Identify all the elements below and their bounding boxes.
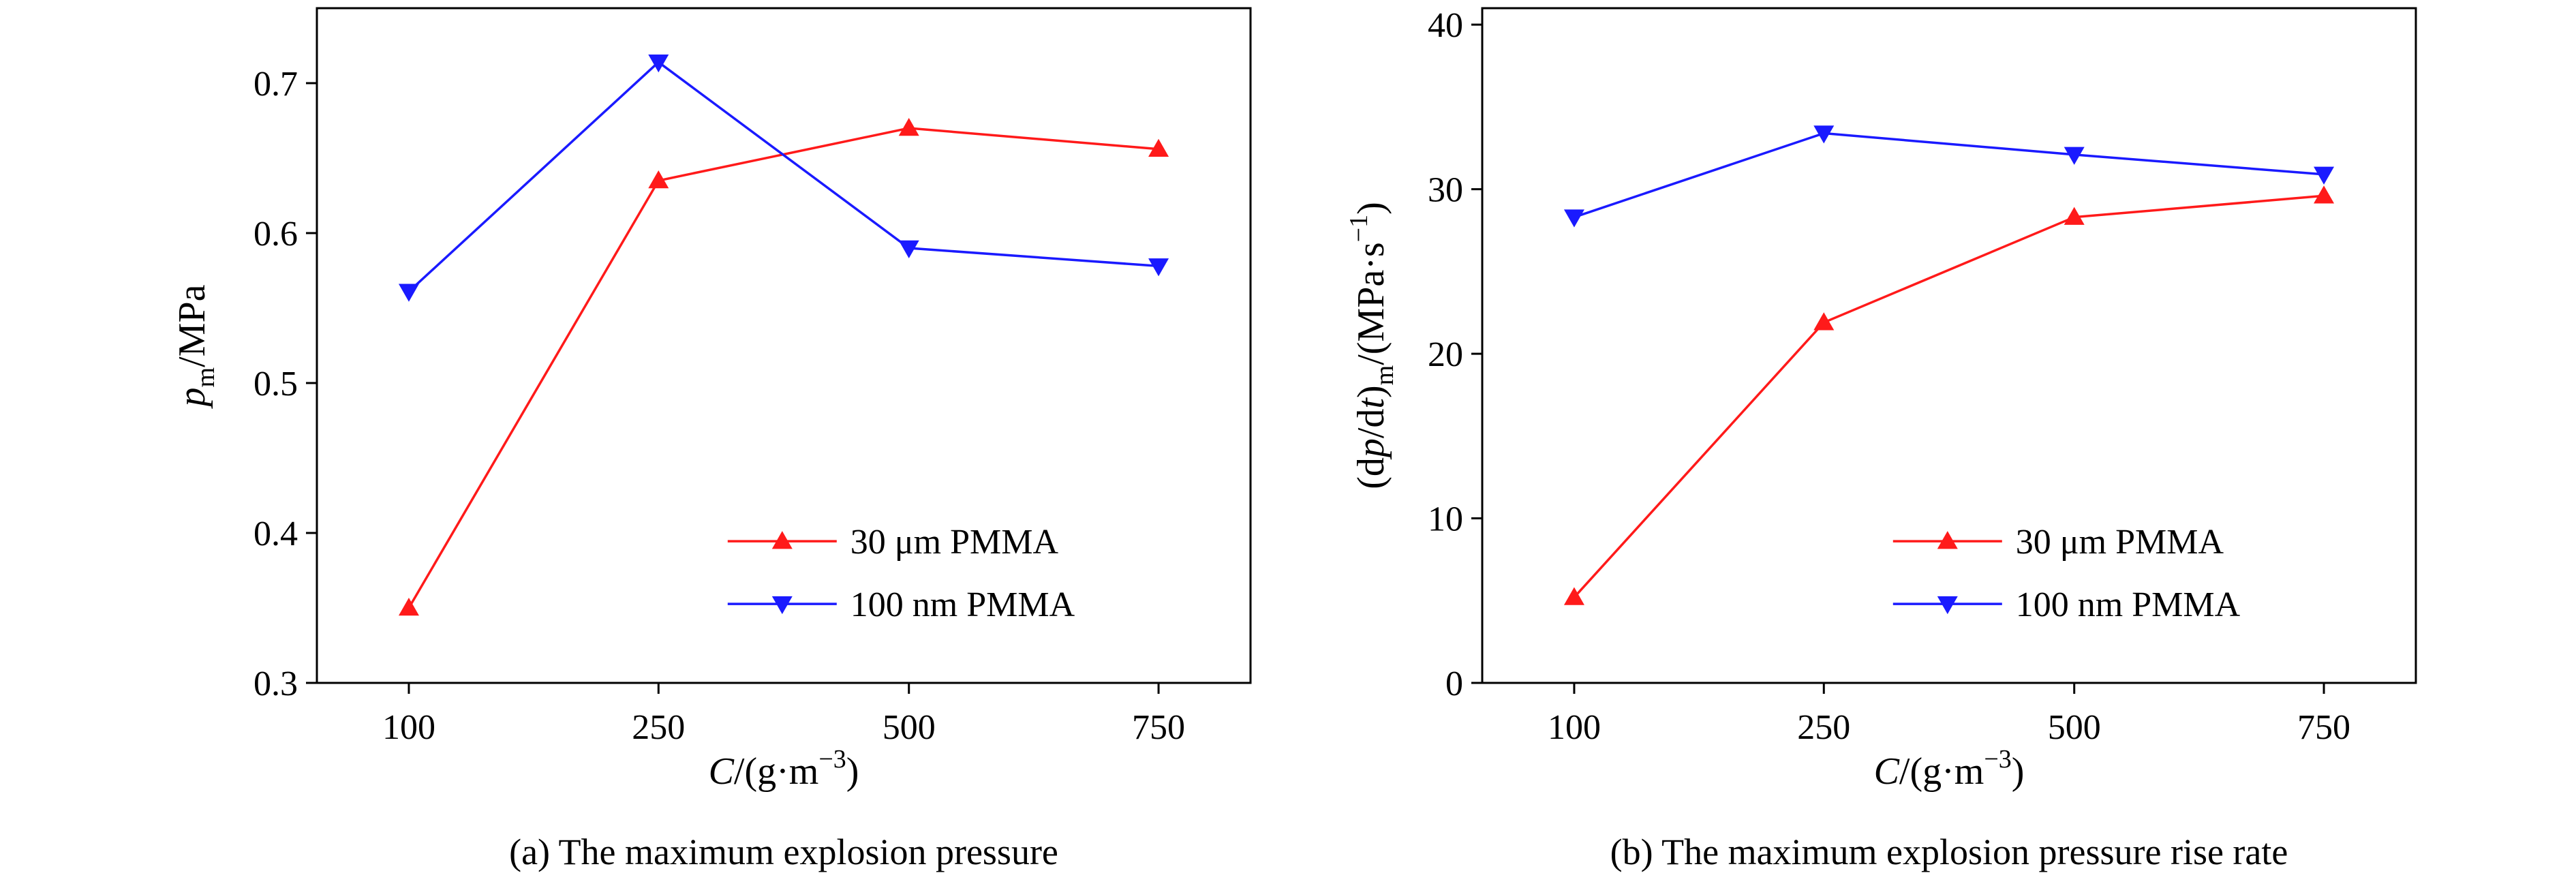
data-point bbox=[2314, 166, 2335, 185]
data-point bbox=[648, 54, 669, 73]
series-1 bbox=[1563, 125, 2335, 228]
data-point bbox=[1563, 209, 1584, 228]
plot-frame bbox=[1481, 7, 2417, 684]
y-tick-label: 0.7 bbox=[254, 65, 298, 104]
legend-marker bbox=[771, 531, 793, 549]
figure-caption: (b) The maximum explosion pressure rise … bbox=[1610, 831, 2288, 872]
legend-marker bbox=[1937, 531, 1958, 549]
y-tick-label: 0.5 bbox=[254, 365, 298, 403]
series-1 bbox=[398, 54, 1169, 302]
chart-panel-a: 0.3 0.4 0.5 0.6 0.7 100 250 500 750 C/(g·m−3) pm/M… bbox=[171, 7, 1252, 872]
data-point bbox=[1148, 258, 1169, 277]
y-tick-label: 10 bbox=[1428, 500, 1463, 539]
plot-frame bbox=[316, 7, 1252, 684]
data-point bbox=[2064, 207, 2085, 225]
x-tick-label: 250 bbox=[1797, 708, 1850, 747]
y-axis-title: (dp/dt)m/(MPa·s−1) bbox=[1345, 202, 1399, 489]
x-tick-label: 750 bbox=[2297, 708, 2350, 747]
x-tick-label: 750 bbox=[1132, 708, 1185, 747]
data-point bbox=[2064, 147, 2085, 165]
legend-marker bbox=[1937, 596, 1958, 615]
legend-label: 30 μm PMMA bbox=[2016, 523, 2224, 562]
x-tick-label: 250 bbox=[632, 708, 685, 747]
legend: 30 μm PMMA 100 nm PMMA bbox=[727, 523, 1075, 624]
y-tick-label: 30 bbox=[1428, 171, 1463, 210]
data-point bbox=[1148, 138, 1169, 157]
data-point bbox=[898, 240, 919, 258]
x-axis-title: C/(g·m−3) bbox=[709, 745, 859, 793]
data-point bbox=[648, 170, 669, 189]
x-axis-title: C/(g·m−3) bbox=[1874, 745, 2025, 793]
x-tick-label: 500 bbox=[883, 708, 936, 747]
data-point bbox=[398, 598, 419, 616]
x-tick-label: 500 bbox=[2048, 708, 2101, 747]
legend-marker bbox=[771, 596, 793, 615]
legend-label: 30 μm PMMA bbox=[850, 523, 1059, 562]
y-tick-label: 0.3 bbox=[254, 664, 298, 703]
legend-label: 100 nm PMMA bbox=[2016, 585, 2241, 624]
y-tick-label: 0.4 bbox=[254, 515, 298, 553]
y-tick-label: 0.6 bbox=[254, 215, 298, 254]
figure-caption: (a) The maximum explosion pressure bbox=[509, 831, 1058, 872]
series-line bbox=[408, 60, 1159, 293]
series-line bbox=[1573, 194, 2325, 598]
y-axis-title: pm/MPa bbox=[171, 284, 220, 409]
chart-panel-b: 0 10 20 30 40 100 250 500 750 C/(g·m−3) (dp/dt)m/(… bbox=[1345, 6, 2417, 872]
data-point bbox=[1813, 125, 1835, 144]
y-tick-label: 20 bbox=[1428, 335, 1463, 374]
data-point bbox=[898, 118, 919, 136]
y-tick-label: 0 bbox=[1445, 664, 1463, 703]
data-point bbox=[1813, 312, 1835, 331]
data-point bbox=[1563, 587, 1584, 605]
data-point bbox=[398, 284, 419, 302]
x-tick-label: 100 bbox=[1548, 708, 1601, 747]
y-tick-label: 40 bbox=[1428, 6, 1463, 45]
legend: 30 μm PMMA 100 nm PMMA bbox=[1892, 523, 2241, 624]
legend-label: 100 nm PMMA bbox=[850, 585, 1075, 624]
series-line bbox=[1574, 132, 2325, 219]
data-point bbox=[2314, 185, 2335, 204]
series-0 bbox=[1563, 185, 2335, 605]
x-tick-label: 100 bbox=[382, 708, 435, 747]
